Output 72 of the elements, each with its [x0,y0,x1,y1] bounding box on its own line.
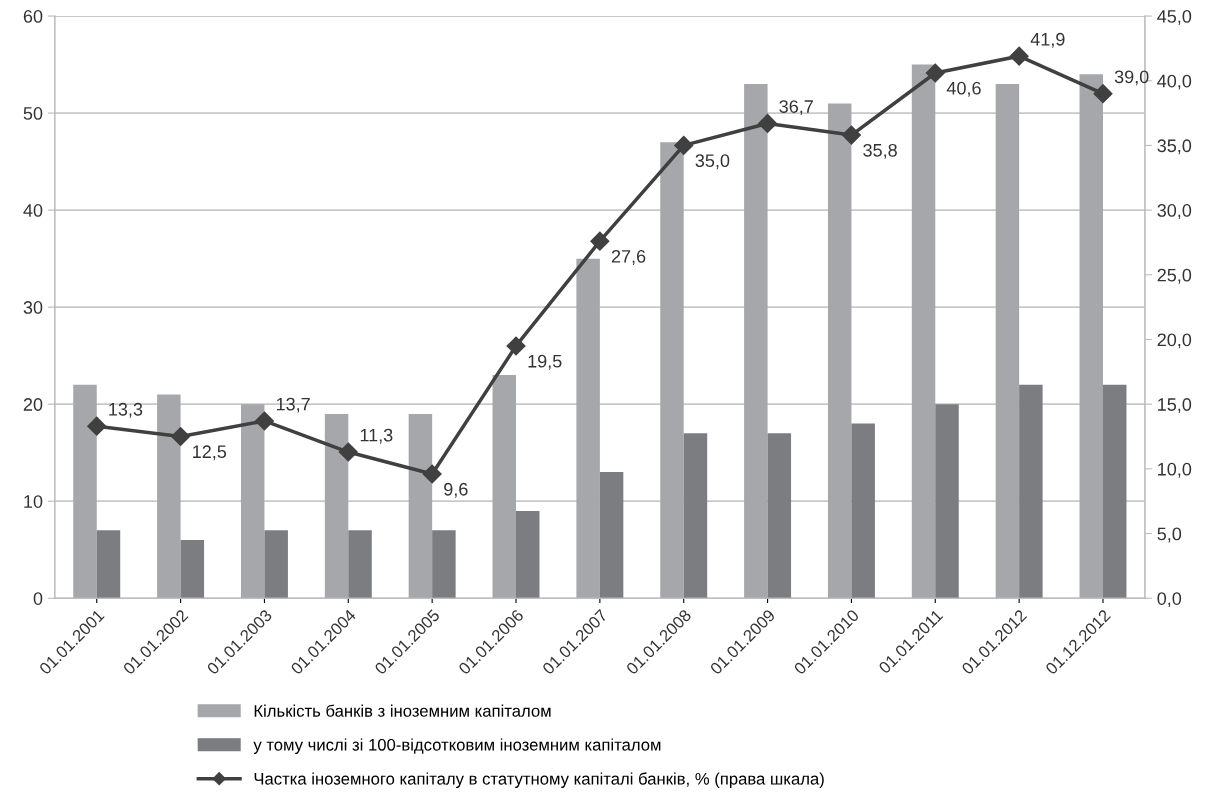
bar [96,530,121,599]
bar [1079,74,1103,599]
y2-tick-label: 0,0 [1157,592,1182,608]
bar [1102,384,1127,599]
data-label: 12,5 [193,445,227,461]
y2-tick-label: 25,0 [1157,268,1192,284]
point [841,125,861,145]
point [506,336,526,356]
y2-tick-label: 20,0 [1157,333,1192,349]
y-tick-label: 40 [23,204,43,217]
legend-label: Частка іноземного капіталу в статутному капіталі банків, % (права шкала) [254,772,824,788]
y-tick-label: 10 [24,495,43,508]
bar [240,404,265,599]
bar [683,433,708,599]
y-tick-label: 30 [23,301,43,314]
bar [348,530,372,599]
data-label: 19,5 [528,354,562,370]
y2-tick-label: 30,0 [1157,204,1192,219]
bar [576,258,600,599]
y2-tick-label: 45,0 [1157,9,1192,25]
data-label: 13,3 [109,402,143,418]
bar [744,83,768,599]
bar [73,384,97,599]
point [925,63,945,83]
y-tick-label: 50 [23,107,43,120]
point [674,135,694,155]
bar [324,413,349,599]
bar [432,530,456,599]
data-label: 41,9 [1030,32,1065,48]
data-label: 27,6 [611,249,646,265]
point [1093,84,1113,104]
bar [767,433,792,599]
point [171,426,191,447]
bar [408,413,433,599]
y2-tick-label: 10,0 [1158,462,1192,478]
y-tick-label: 20 [23,398,43,411]
data-label: 40,6 [946,81,981,97]
point [87,416,107,436]
data-label: 36,7 [779,100,813,116]
y2-tick-label: 40,0 [1157,74,1192,90]
bar [995,83,1020,599]
data-label: 35,8 [863,143,897,159]
legend-label: у тому числі зі 100-відсотковим іноземним капіталом [253,738,661,754]
data-label: 9,6 [444,482,468,498]
point [758,113,778,133]
data-label: 35,0 [695,154,730,170]
bar [157,394,181,599]
bar [492,375,517,599]
y2-tick-label: 15,0 [1158,398,1192,414]
bar [1019,384,1043,599]
bar [660,142,684,599]
bar [264,530,288,599]
point [590,231,610,251]
bar [911,64,936,599]
bar [827,103,852,599]
y2-tick-label: 35,0 [1157,139,1192,155]
data-label: 11,3 [360,428,393,444]
bar [516,510,540,599]
bar [851,423,875,599]
bar [935,404,959,599]
point [338,442,358,462]
point [254,411,274,431]
y-tick-label: 0 [33,592,43,605]
bar [180,540,205,599]
data-label: 13,7 [276,397,310,413]
data-label: 39,0 [1114,70,1149,86]
y-tick-label: 60 [23,9,43,23]
bar [599,472,624,599]
point [422,464,442,484]
y2-tick-label: 5,0 [1157,527,1182,543]
legend-label: Кількість банків з іноземним капіталом [254,704,551,717]
point [1009,46,1029,66]
